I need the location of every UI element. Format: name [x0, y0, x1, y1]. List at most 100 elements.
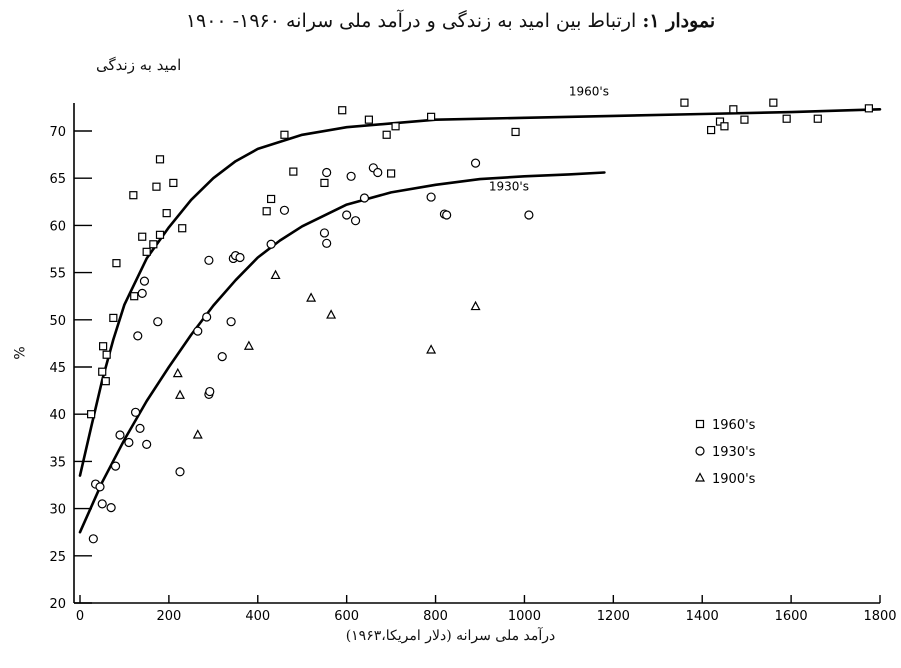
point-circle-6: [115, 430, 125, 440]
x-tick-label-600: 600: [334, 609, 359, 624]
chart-title-bold: نمودار ۱:: [642, 10, 716, 32]
point-circle-41: [524, 210, 534, 220]
point-square-20: [280, 130, 289, 139]
x-tick-label-1200: 1200: [597, 609, 630, 624]
point-square-8: [130, 292, 139, 301]
point-circle-26: [266, 239, 276, 249]
y-tick-label-30: 30: [49, 503, 66, 518]
point-square-19: [267, 194, 276, 204]
point-circle-21: [217, 352, 227, 362]
y-tick-label-60: 60: [49, 219, 66, 234]
point-triangle-7: [426, 344, 437, 354]
point-circle-14: [153, 317, 163, 327]
point-circle-18: [204, 255, 214, 265]
point-square-35: [740, 115, 749, 124]
point-circle-2: [95, 482, 105, 492]
point-square-33: [720, 122, 729, 131]
point-circle-17: [202, 312, 212, 322]
point-square-29: [511, 127, 520, 137]
point-square-3: [101, 377, 110, 386]
y-tick-label-20: 20: [49, 597, 66, 612]
point-circle-25: [235, 252, 245, 263]
point-triangle-0: [172, 367, 183, 378]
point-square-16: [169, 178, 178, 188]
point-square-9: [138, 232, 147, 241]
point-circle-16: [193, 326, 203, 336]
chart-title-rest: ارتباط بین امید به زندگی و درآمد ملی سرا…: [185, 10, 643, 32]
point-square-10: [142, 247, 151, 256]
point-square-15: [162, 209, 171, 218]
point-circle-13: [142, 439, 152, 450]
x-tick-label-1000: 1000: [508, 609, 541, 624]
point-square-18: [262, 207, 271, 216]
point-square-34: [729, 105, 738, 114]
point-square-27: [391, 122, 400, 131]
chart-title: نمودار ۱: ارتباط بین امید به زندگی و درآ…: [0, 10, 901, 32]
point-square-23: [338, 106, 347, 115]
y-tick-label-65: 65: [49, 172, 66, 187]
point-circle-28: [319, 228, 330, 238]
point-circle-15: [175, 467, 185, 477]
point-circle-33: [350, 216, 361, 226]
point-square-12: [152, 182, 161, 191]
point-square-1: [98, 367, 107, 376]
point-square-31: [707, 125, 716, 135]
point-circle-11: [137, 288, 147, 298]
y-tick-label-40: 40: [49, 408, 66, 423]
point-circle-0: [88, 534, 98, 544]
point-triangle-5: [306, 292, 317, 302]
point-triangle-6: [326, 309, 337, 319]
y-tick-label-70: 70: [49, 125, 66, 140]
point-square-37: [782, 114, 791, 123]
point-circle-27: [279, 205, 290, 215]
point-square-0: [87, 410, 96, 419]
point-circle-12: [139, 276, 150, 286]
point-circle-30: [322, 167, 332, 178]
y-tick-label-45: 45: [49, 361, 66, 376]
point-circle-7: [124, 437, 134, 448]
point-circle-40: [470, 158, 481, 168]
x-axis-label: درآمد ملی سرانه (دلار امریکا،۱۹۶۳): [345, 628, 556, 644]
point-square-14: [155, 155, 165, 164]
fit-curve-label-square: 1960's: [569, 84, 609, 98]
x-tick-label-0: 0: [76, 609, 84, 624]
point-square-36: [769, 98, 778, 107]
point-square-13: [155, 230, 165, 239]
point-square-4: [102, 350, 111, 359]
legend-label-square: 1960's: [712, 418, 756, 433]
point-square-6: [112, 259, 121, 268]
point-square-5: [109, 313, 118, 323]
y-axis-label: امید به زندگی: [96, 56, 182, 74]
point-circle-8: [130, 407, 141, 417]
x-tick-label-400: 400: [245, 609, 270, 624]
point-circle-9: [133, 331, 143, 341]
point-circle-29: [322, 238, 332, 248]
fit-curve-label-circle: 1930's: [489, 179, 529, 193]
point-circle-31: [342, 210, 352, 220]
point-square-22: [320, 178, 329, 188]
legend-label-circle: 1930's: [712, 445, 756, 460]
point-triangle-1: [175, 389, 185, 399]
fit-curve-circle: [78, 171, 606, 534]
legend-marker-circle: [695, 446, 705, 456]
point-circle-36: [373, 167, 383, 178]
point-triangle-3: [243, 340, 254, 350]
legend-marker-square: [695, 419, 705, 429]
point-square-38: [813, 114, 822, 123]
point-square-2: [99, 342, 108, 351]
x-tick-label-200: 200: [156, 609, 181, 624]
point-square-26: [387, 169, 396, 178]
point-circle-5: [110, 461, 121, 471]
point-square-25: [382, 130, 391, 139]
point-circle-37: [426, 192, 436, 202]
y-tick-label-35: 35: [49, 455, 66, 470]
point-circle-34: [359, 193, 370, 203]
fit-curve-square: [78, 108, 882, 477]
point-circle-4: [106, 503, 116, 513]
point-square-17: [178, 224, 187, 233]
legend-label-triangle: 1900's: [712, 472, 756, 487]
x-tick-label-1400: 1400: [686, 609, 719, 624]
point-square-32: [715, 117, 725, 126]
point-square-24: [364, 115, 373, 124]
